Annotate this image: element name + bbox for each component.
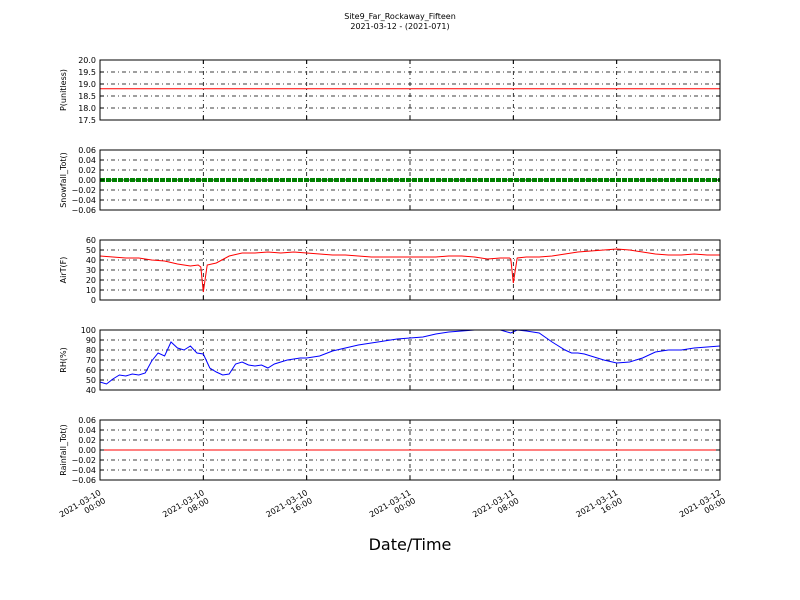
snowfall-ytick-label: 0.00 xyxy=(78,176,96,185)
rainfall-ytick-label: −0.06 xyxy=(71,476,96,485)
rel-humidity-ytick-label: 50 xyxy=(86,376,96,385)
rel-humidity-ytick-label: 90 xyxy=(86,336,96,345)
rel-humidity-ytick-label: 70 xyxy=(86,356,96,365)
air-temp-ytick-label: 40 xyxy=(86,256,96,265)
xtick-label: 2021-03-1200:00 xyxy=(678,488,727,527)
xtick-label: 2021-03-1008:00 xyxy=(161,488,210,527)
xtick-label: 2021-03-1100:00 xyxy=(368,488,417,527)
pressure-ytick-label: 20.0 xyxy=(78,56,96,65)
rainfall-ytick-label: −0.02 xyxy=(71,456,96,465)
figure-title-line1: Site9_Far_Rockaway_Fifteen xyxy=(344,12,456,21)
pressure-ylabel: P(unitless) xyxy=(59,69,68,111)
rel-humidity-ytick-label: 60 xyxy=(86,366,96,375)
pressure-ytick-label: 19.5 xyxy=(78,68,96,77)
panel-rainfall: −0.06−0.04−0.020.000.020.040.06 Rainfall_… xyxy=(59,416,721,485)
air-temp-ytick-label: 60 xyxy=(86,236,96,245)
pressure-ytick-label: 17.5 xyxy=(78,116,96,125)
air-temp-grid xyxy=(100,240,720,300)
air-temp-ytick-label: 0 xyxy=(91,296,96,305)
rainfall-ytick-label: 0.04 xyxy=(78,426,96,435)
panel-pressure: 17.5 18.0 18.5 19.0 19.5 20.0 P(unitless) xyxy=(59,56,721,125)
panel-snowfall: −0.06−0.04−0.020.000.020.040.06 Snowfall_… xyxy=(59,146,721,215)
rel-humidity-ytick-label: 80 xyxy=(86,346,96,355)
air-temp-ytick-label: 20 xyxy=(86,276,96,285)
air-temp-series-line xyxy=(99,248,720,293)
rel-humidity-series-line xyxy=(99,329,721,385)
snowfall-ytick-label: −0.06 xyxy=(71,206,96,215)
snowfall-ytick-label: 0.04 xyxy=(78,156,96,165)
figure-title-line2: 2021-03-12 - (2021-071) xyxy=(350,22,449,31)
snowfall-ytick-label: −0.02 xyxy=(71,186,96,195)
pressure-ytick-label: 19.0 xyxy=(78,80,96,89)
pressure-ytick-label: 18.5 xyxy=(78,92,96,101)
snowfall-ytick-label: 0.06 xyxy=(78,146,96,155)
x-axis-label: Date/Time xyxy=(369,535,452,554)
rel-humidity-ytick-label: 100 xyxy=(81,326,96,335)
snowfall-ytick-label: −0.04 xyxy=(71,196,96,205)
air-temp-ytick-label: 50 xyxy=(86,246,96,255)
xtick-label: 2021-03-1108:00 xyxy=(471,488,520,527)
rel-humidity-ylabel: RH(%) xyxy=(59,347,68,372)
snowfall-ytick-label: 0.02 xyxy=(78,166,96,175)
rel-humidity-ytick-label: 40 xyxy=(86,386,96,395)
snowfall-ylabel: Snowfall_Tot() xyxy=(59,152,68,208)
air-temp-ytick-label: 30 xyxy=(86,266,96,275)
x-axis-tick-labels: 2021-03-1000:00 2021-03-1008:00 2021-03-10… xyxy=(58,488,727,527)
rel-humidity-grid xyxy=(100,330,720,390)
air-temp-ylabel: AirT(F) xyxy=(59,257,68,284)
xtick-label: 2021-03-1016:00 xyxy=(264,488,313,527)
rainfall-ytick-label: −0.04 xyxy=(71,466,96,475)
chart-panels: 17.5 18.0 18.5 19.0 19.5 20.0 P(unitless) −0.06… xyxy=(59,56,721,485)
rainfall-ylabel: Rainfall_Tot() xyxy=(59,424,68,476)
rainfall-ytick-label: 0.00 xyxy=(78,446,96,455)
rainfall-ytick-label: 0.02 xyxy=(78,436,96,445)
pressure-grid xyxy=(100,60,720,120)
xtick-label: 2021-03-1116:00 xyxy=(574,488,623,527)
pressure-ytick-label: 18.0 xyxy=(78,104,96,113)
rainfall-ytick-label: 0.06 xyxy=(78,416,96,425)
air-temp-ytick-label: 10 xyxy=(86,286,96,295)
xtick-label: 2021-03-1000:00 xyxy=(58,488,107,527)
